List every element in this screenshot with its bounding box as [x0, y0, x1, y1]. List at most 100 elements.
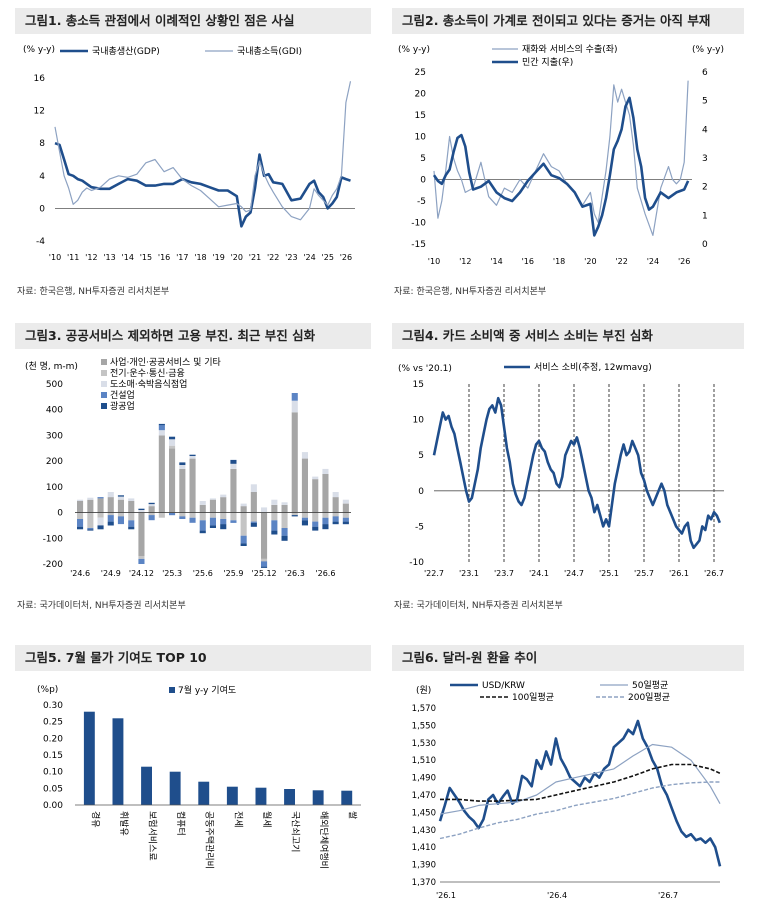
bar-segment: [128, 512, 135, 521]
chart-usdkrw: (원) 1,370 1,390 1,410 1,430 1,450 1,470 1,490 1,…: [412, 680, 722, 900]
x-tick-label: '23: [285, 253, 297, 262]
bar: [341, 790, 353, 805]
x-tick-label: '24.1: [529, 569, 549, 578]
bar-segment: [332, 492, 339, 498]
x-tick-label: '26: [340, 253, 352, 262]
bar-segment: [148, 512, 155, 516]
x-tick-label: '12: [459, 257, 471, 266]
x-tick-label: '19: [212, 253, 224, 262]
y-tick-label: 500: [46, 380, 63, 390]
bar-segment: [342, 503, 349, 513]
bar-segment: [189, 456, 196, 459]
bar-segment: [301, 517, 308, 521]
bar-segment: [271, 504, 278, 513]
x-tick-label: '24: [303, 253, 315, 262]
bar-segment: [322, 474, 329, 513]
bar-segment: [179, 462, 186, 465]
panel-card-services: 그림4. 카드 소비액 중 서비스 소비는 부진 심화 (% vs '20.1)…: [392, 323, 744, 613]
bar-segment: [312, 512, 319, 522]
bar-segment: [158, 425, 165, 431]
bar-segment: [107, 512, 114, 516]
y-tick-label-right: 4: [702, 125, 708, 135]
bar-segment: [230, 459, 237, 464]
y-tick-label-right: 5: [702, 97, 708, 107]
x-tick-label: '26.1: [436, 891, 456, 900]
y-tick-label: 0.20: [43, 734, 63, 744]
bar-segment: [312, 521, 319, 527]
x-tick-label: '20: [231, 253, 243, 262]
legend-swatch: [101, 359, 107, 365]
y-tick-label: 5: [418, 451, 424, 461]
bar-segment: [77, 512, 84, 519]
bar-segment: [148, 504, 155, 507]
bar-segment: [97, 525, 104, 530]
x-tick-label: '25.6: [193, 569, 213, 578]
y-tick-label-left: -10: [411, 219, 426, 229]
x-tick-label: '13: [103, 253, 115, 262]
y-tick-label: 15: [413, 380, 424, 390]
y-tick-label: 0.10: [43, 768, 63, 778]
bar-segment: [332, 497, 339, 513]
bar: [169, 771, 181, 805]
bar-segment: [189, 517, 196, 523]
x-category-label: 월세: [261, 811, 273, 828]
y-tick-label-left: 20: [415, 90, 427, 100]
bar-segment: [281, 502, 288, 505]
x-tick-label: '16: [158, 253, 170, 262]
x-category-label: 쌀: [347, 811, 358, 819]
bar-segment: [230, 512, 237, 521]
y-tick-label: 4: [39, 172, 45, 182]
x-tick-label: '12: [85, 253, 97, 262]
x-tick-label: '22: [267, 253, 279, 262]
x-tick-label: '26.7: [704, 569, 724, 578]
legend-label: 50일평균: [632, 680, 668, 691]
y-tick-label: 8: [39, 139, 45, 149]
bar-segment: [291, 515, 298, 517]
y-tick-label: 400: [46, 406, 63, 416]
bar-segment: [199, 501, 206, 505]
bar: [284, 789, 295, 805]
y-unit-label-right: (% y-y): [692, 45, 724, 55]
bar-segment: [97, 498, 104, 513]
series-line-private-spending: [432, 96, 690, 237]
bar-segment: [281, 535, 288, 541]
y-tick-label: 200: [46, 457, 63, 467]
legend-label: 도소매·숙박음식점업: [110, 378, 187, 390]
bar-segment: [322, 512, 329, 518]
bar-segment: [169, 448, 176, 513]
y-tick-label: -200: [43, 560, 64, 570]
bar: [226, 786, 238, 805]
bar-segment: [158, 423, 165, 426]
bar: [312, 790, 324, 805]
y-tick-label: 0.30: [43, 701, 63, 711]
bar-segment: [117, 516, 124, 525]
y-tick-label: 1,570: [412, 704, 436, 714]
bar-segment: [250, 521, 257, 523]
bar-segment: [301, 458, 308, 513]
y-tick-label-right: 2: [702, 183, 708, 193]
x-category-label: 휘발유: [118, 811, 129, 836]
bar-segment: [291, 393, 298, 401]
y-tick-label: 0.25: [43, 718, 63, 728]
bar-segment: [250, 512, 257, 522]
bar-segment: [261, 507, 268, 513]
bar: [198, 781, 210, 805]
panel-usdkrw: 그림6. 달러-원 환율 추이 (원) 1,370 1,390 1,410 1,430 1…: [392, 645, 744, 907]
bar-segment: [240, 506, 247, 513]
bar-segment: [128, 526, 135, 530]
bar-segment: [240, 543, 247, 546]
bar-segment: [87, 499, 94, 513]
bar-segment: [199, 512, 206, 521]
x-tick-label: '24.9: [101, 569, 121, 578]
chart-exports-private: (% y-y) (% y-y) -15 -10 -5 0 5 10 15 20 25 0 1 2 3 4 5 6 '…: [398, 43, 724, 266]
legend-label: 7월 y-y 기여도: [178, 684, 236, 696]
series-line-exports: [433, 80, 689, 236]
bar-segment: [240, 512, 247, 536]
bar-segment: [301, 512, 308, 518]
panel-title-2: 그림2. 총소득이 가계로 전이되고 있다는 증거는 아직 부재: [392, 8, 744, 34]
bar-segment: [230, 463, 237, 469]
panel-title-1: 그림1. 총소득 관점에서 이례적인 상황인 점은 사실: [15, 8, 371, 34]
y-tick-label: -10: [409, 558, 424, 568]
panel-gdp-gdi: 그림1. 총소득 관점에서 이례적인 상황인 점은 사실 (% y-y) -4 0 4…: [15, 8, 371, 298]
x-tick-label: '14: [490, 257, 502, 266]
